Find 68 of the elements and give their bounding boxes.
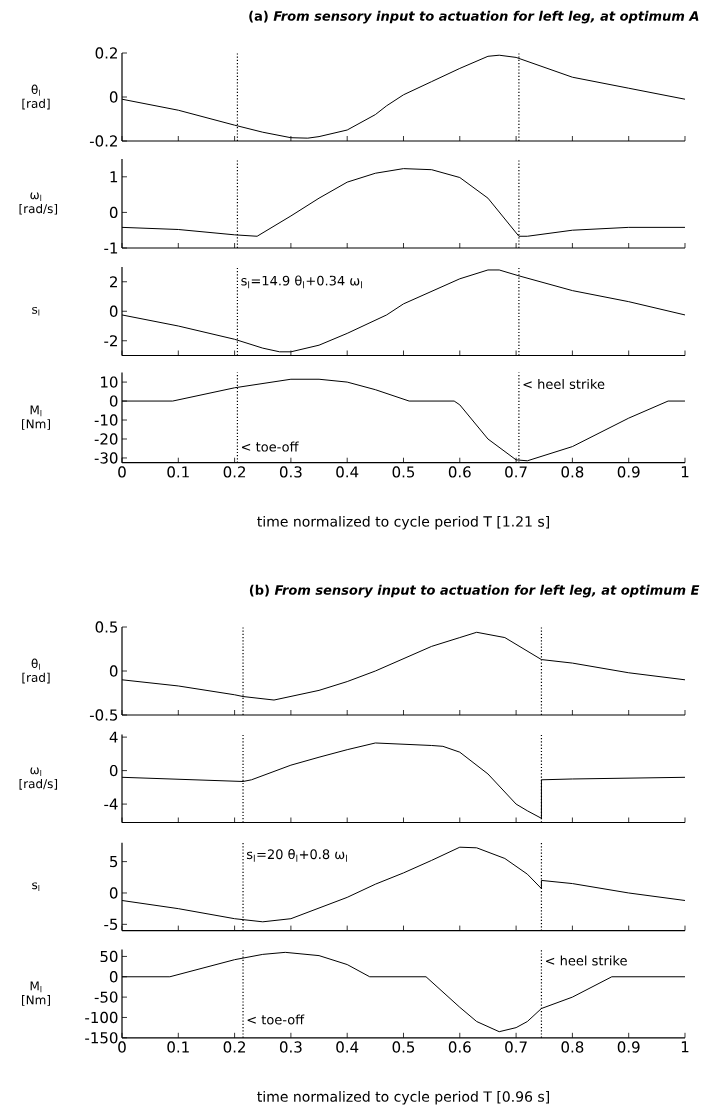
y-axis-title: θ$_{l}$ [rad]: [22, 658, 50, 684]
annotation: < toe-off: [247, 1014, 305, 1025]
x-tick-label: 0: [118, 466, 126, 478]
y-tick-label: 0: [109, 887, 118, 899]
y-tick-label: -150: [85, 1032, 118, 1044]
y-tick-label: 0: [109, 971, 118, 983]
y-tick-label: -20: [94, 433, 118, 445]
x-axis-title: time normalized to cycle period T [1.21 s]: [257, 515, 549, 530]
x-tick-label: 0.1: [167, 1041, 189, 1053]
y-tick-label: 0: [109, 91, 118, 103]
x-tick-label: 0.5: [392, 466, 415, 478]
y-tick-label: 4: [109, 731, 118, 743]
x-tick-label: 0.7: [505, 1041, 527, 1053]
y-tick-label: -0.2: [89, 135, 117, 147]
annotation: < heel strike: [523, 378, 605, 390]
x-tick-label: 0.8: [561, 1041, 584, 1053]
x-tick-label: 0.3: [279, 466, 302, 478]
y-axis-title: s$_{l}$: [32, 882, 40, 892]
chart-title: (b) From sensory input to actuation for left leg, at optimum E: [249, 584, 700, 598]
x-tick-label: 0.5: [392, 1041, 415, 1053]
y-tick-label: 0: [109, 206, 118, 219]
y-tick-label: -4: [104, 798, 118, 810]
y-tick-label: -10: [94, 414, 118, 426]
x-axis-title: time normalized to cycle period T [0.96 s]: [257, 1091, 549, 1105]
y-tick-label: -100: [85, 1011, 118, 1024]
chart-title: (a) From sensory input to actuation for left leg, at optimum A: [249, 10, 699, 24]
x-tick-label: 0.4: [336, 466, 359, 478]
x-tick-label: 0.9: [617, 466, 640, 478]
x-tick-label: 0.4: [336, 1041, 359, 1053]
x-tick-label: 0.9: [617, 1041, 640, 1053]
x-tick-label: 1: [681, 466, 689, 478]
annotation: < heel strike: [546, 955, 627, 966]
y-axis-title: θ$_{l}$ [rad]: [22, 84, 50, 110]
x-tick-label: 0.7: [505, 466, 527, 478]
y-tick-label: -30: [94, 452, 118, 464]
x-tick-label: 0: [118, 1041, 126, 1053]
y-axis-title: ω$_{l}$ [rad/s]: [19, 767, 58, 790]
y-axis-title: M$_{l}$ [Nm]: [22, 405, 50, 430]
y-tick-label: 0: [109, 305, 118, 317]
y-tick-label: 0: [109, 764, 118, 777]
y-tick-label: -50: [94, 991, 118, 1003]
y-tick-label: -5: [104, 918, 118, 930]
y-tick-label: 0: [109, 665, 118, 677]
y-tick-label: 10: [101, 376, 118, 388]
y-tick-label: 50: [100, 950, 118, 963]
y-tick-label: 5: [110, 856, 118, 868]
y-tick-label: 0: [109, 395, 118, 407]
y-axis-title: ω$_{l}$ [rad/s]: [19, 192, 58, 215]
x-tick-label: 0.1: [167, 466, 189, 478]
x-tick-label: 1: [681, 1041, 689, 1053]
x-tick-label: 0.2: [223, 1041, 246, 1053]
x-tick-label: 0.6: [448, 466, 471, 478]
y-tick-label: 1: [110, 171, 118, 183]
x-tick-label: 0.3: [279, 1041, 302, 1053]
y-axis-title: s$_{l}$: [32, 306, 40, 316]
y-tick-label: 0.2: [95, 47, 117, 59]
y-tick-label: 2: [110, 276, 117, 288]
x-tick-label: 0.2: [223, 466, 246, 478]
annotation: s$_{l}$=14.9 θ$_{l}$+0.34 ω$_{l}$: [241, 275, 362, 289]
y-axis-title: M$_{l}$ [Nm]: [22, 981, 50, 1006]
y-tick-label: -2: [104, 335, 117, 347]
x-tick-label: 0.6: [448, 1041, 471, 1053]
y-tick-label: -0.5: [89, 709, 118, 721]
x-tick-label: 0.8: [561, 466, 584, 478]
y-tick-label: 0.5: [95, 621, 118, 633]
annotation: < toe-off: [241, 441, 299, 452]
annotation: s$_{l}$=20 θ$_{l}$+0.8 ω$_{l}$: [246, 848, 347, 862]
y-tick-label: -1: [104, 242, 118, 254]
